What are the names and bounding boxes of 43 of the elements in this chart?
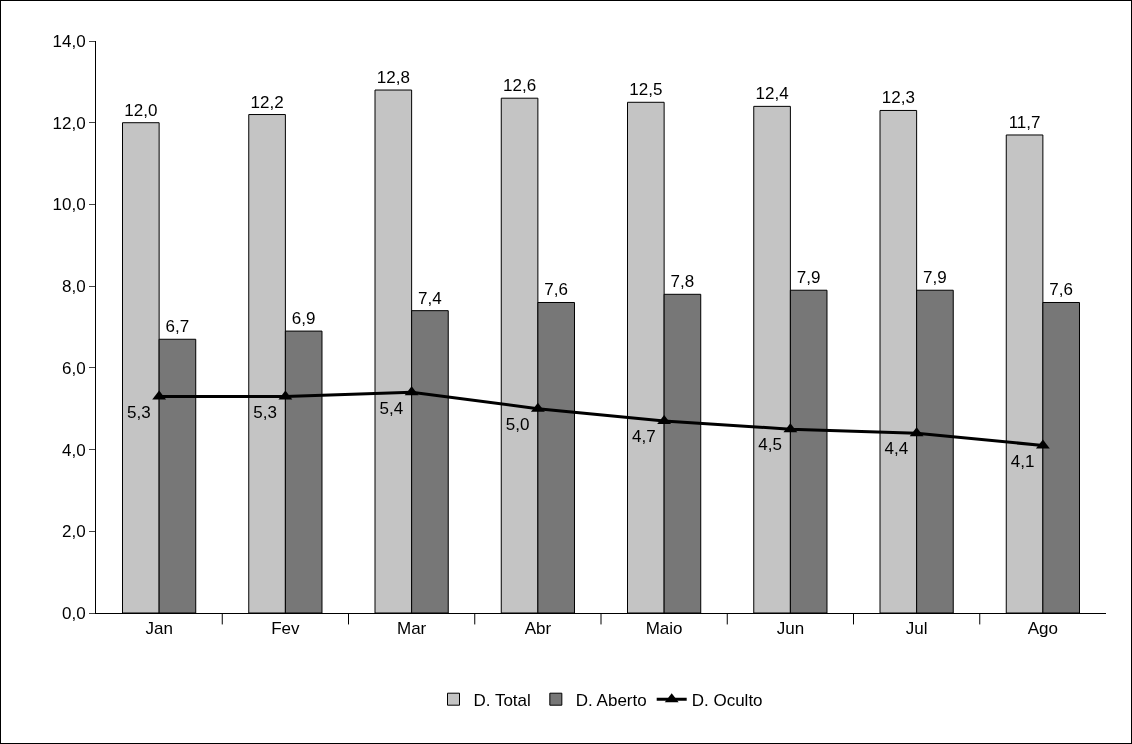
- y-tick-label: 2,0: [61, 522, 86, 542]
- x-tick-label: Jun: [776, 619, 805, 639]
- data-label: 11,7: [1008, 112, 1041, 132]
- data-label: 4,7: [631, 427, 656, 447]
- data-label: 7,6: [544, 280, 569, 300]
- data-label: 12,0: [124, 100, 158, 120]
- x-tick-label: Maio: [645, 619, 683, 639]
- data-label: 12,8: [376, 68, 410, 88]
- data-label: 5,4: [379, 398, 404, 418]
- data-label: 7,8: [670, 272, 695, 292]
- y-tick-label: 10,0: [52, 195, 86, 215]
- data-label: 5,3: [253, 402, 277, 422]
- data-label: 4,4: [884, 439, 909, 459]
- legend-label: D. Total: [473, 690, 531, 710]
- x-tick-label: Fev: [271, 619, 301, 639]
- y-tick-label: 0,0: [61, 603, 86, 623]
- data-label: 12,2: [250, 92, 284, 112]
- data-label: 7,4: [418, 288, 442, 308]
- y-tick-label: 6,0: [61, 358, 86, 378]
- y-tick-label: 12,0: [52, 113, 86, 133]
- data-label: 12,6: [503, 76, 537, 96]
- x-tick-label: Abr: [524, 619, 552, 639]
- x-tick-label: Jan: [145, 619, 173, 639]
- y-tick-label: 8,0: [61, 277, 86, 297]
- data-label: 12,4: [755, 84, 789, 104]
- data-label: 7,6: [1049, 280, 1074, 300]
- data-label: 7,9: [796, 268, 821, 288]
- x-tick-label: Mar: [396, 619, 427, 639]
- data-label: 7,9: [923, 268, 947, 288]
- legend-label: D. Aberto: [575, 690, 647, 710]
- data-label: 4,1: [1010, 451, 1035, 471]
- data-label: 6,9: [291, 309, 316, 329]
- x-tick-label: Ago: [1027, 619, 1059, 639]
- x-tick-label: Jul: [905, 619, 928, 639]
- y-tick-label: 4,0: [61, 440, 86, 460]
- data-label: 12,5: [629, 80, 663, 100]
- legend-label: D. Oculto: [691, 690, 763, 710]
- data-label: 5,0: [505, 414, 530, 434]
- data-label: 6,7: [165, 317, 190, 337]
- data-label: 4,5: [758, 435, 782, 455]
- data-label: 5,3: [126, 402, 151, 422]
- y-tick-label: 14,0: [52, 31, 86, 51]
- data-label: 12,3: [881, 88, 915, 108]
